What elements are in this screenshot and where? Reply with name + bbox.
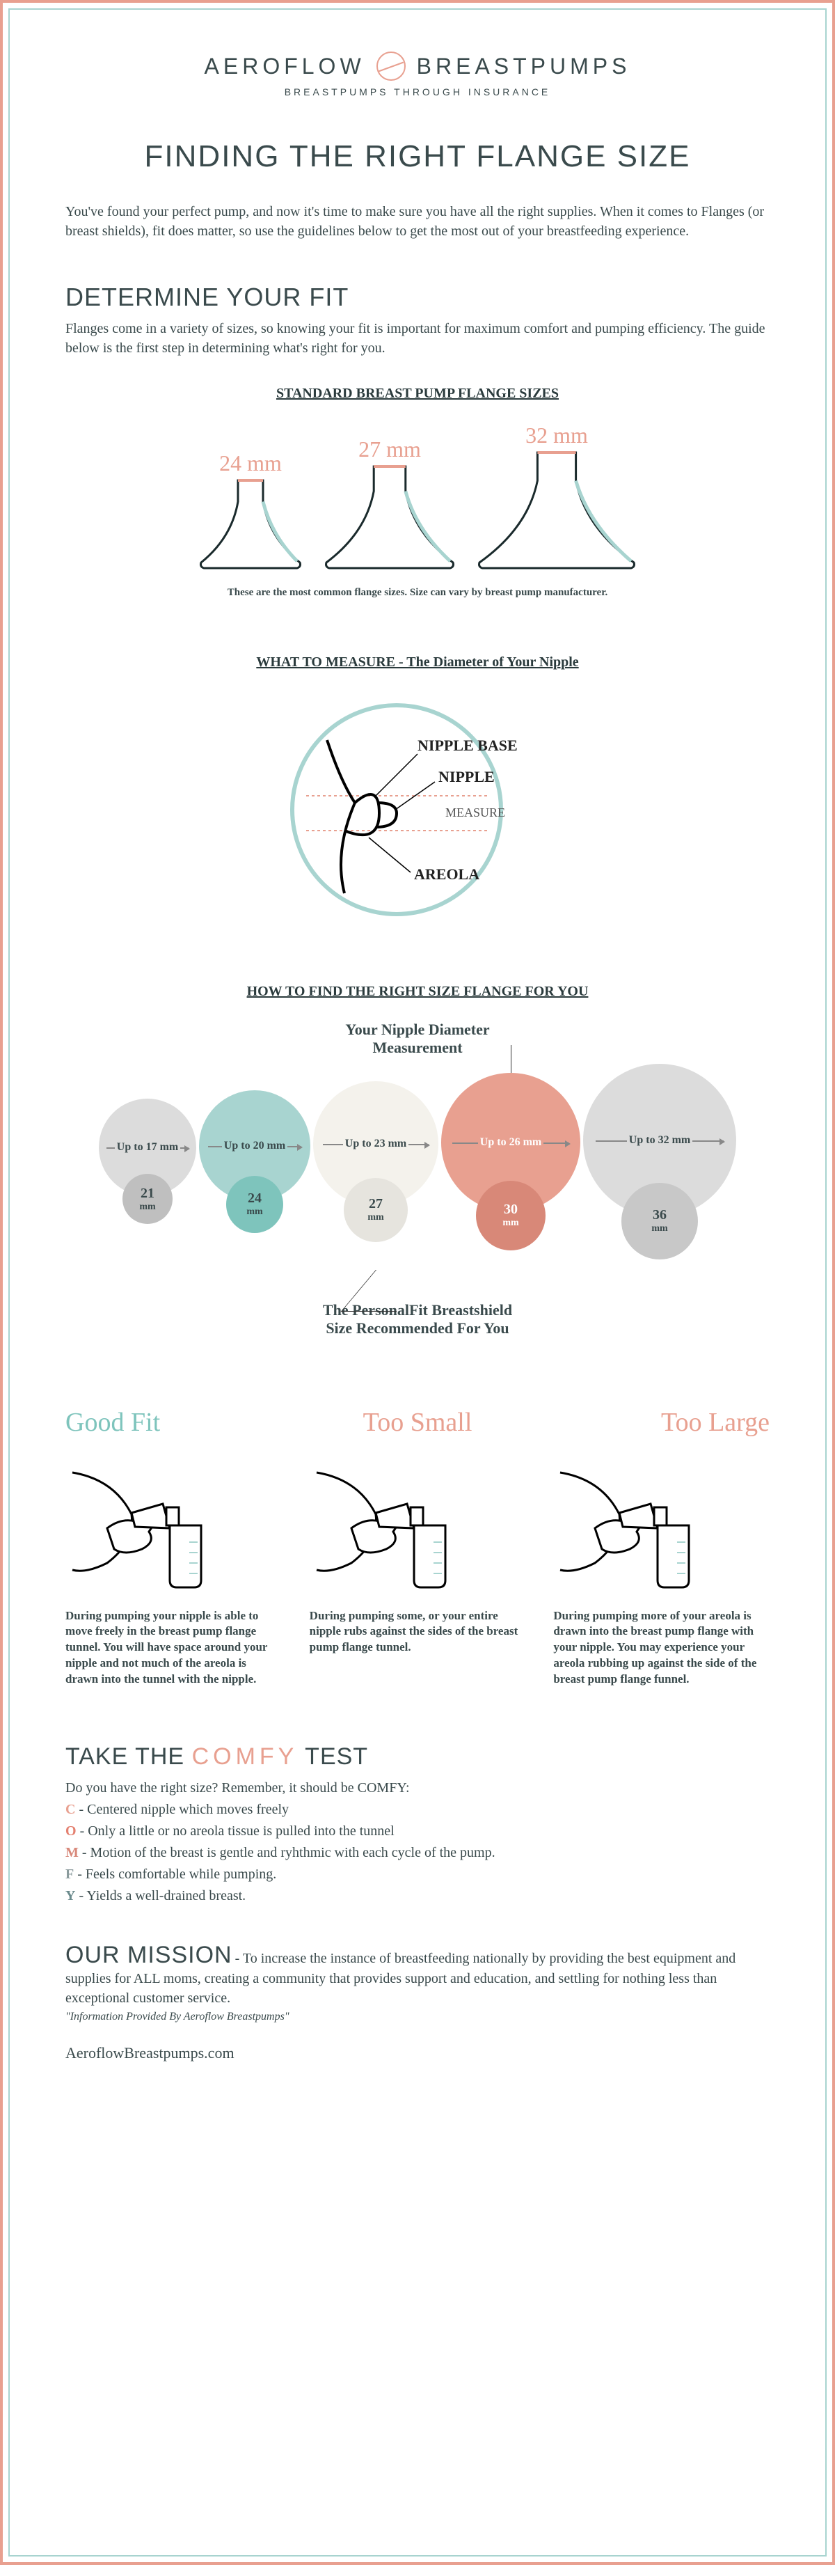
fit-heading: Too Large [553, 1407, 770, 1438]
logo: AEROFLOW BREASTPUMPS [65, 52, 770, 81]
recommended-size-circle: 27mm [344, 1178, 408, 1242]
size-column: Up to 26 mm30mm [441, 1073, 580, 1250]
flange-label: 32 mm [477, 423, 637, 448]
inner-border: AEROFLOW BREASTPUMPS BREASTPUMPS THROUGH… [8, 8, 827, 2557]
page-title: FINDING THE RIGHT FLANGE SIZE [65, 139, 770, 174]
label-measure: MEASURE [445, 806, 505, 819]
recommended-size-circle: 36mm [621, 1183, 698, 1259]
tagline: BREASTPUMPS THROUGH INSURANCE [65, 86, 770, 97]
pump-illustration [553, 1452, 770, 1594]
size-row: Up to 17 mm21mmUp to 20 mm24mmUp to 23 m… [65, 1064, 770, 1259]
comfy-item: M - Motion of the breast is gentle and r… [65, 1842, 770, 1864]
fit-description: During pumping your nipple is able to mo… [65, 1608, 282, 1688]
measure-heading: WHAT TO MEASURE - The Diameter of Your N… [65, 654, 770, 670]
flange-row: 24 mm 27 mm 32 mm [65, 423, 770, 573]
comfy-heading-post: TEST [298, 1743, 368, 1770]
flange-label: 24 mm [198, 450, 303, 476]
fit-heading: Too Small [310, 1407, 526, 1438]
fit-description: During pumping more of your areola is dr… [553, 1608, 770, 1688]
fit-column: Too Small During pumping some, or your e… [310, 1407, 526, 1688]
comfy-heading-word: COMFY [192, 1743, 299, 1770]
label-nipple-base: NIPPLE BASE [418, 737, 518, 754]
comfy-intro: Do you have the right size? Remember, it… [65, 1777, 770, 1799]
flange-note: These are the most common flange sizes. … [65, 587, 770, 599]
comfy-heading: TAKE THE COMFY TEST [65, 1743, 770, 1770]
attribution: "Information Provided By Aeroflow Breast… [65, 2011, 770, 2023]
flange-item: 24 mm [198, 450, 303, 573]
comfy-item: C - Centered nipple which moves freely [65, 1799, 770, 1821]
logo-text-right: BREASTPUMPS [417, 54, 631, 79]
sizeguide-top-label: Your Nipple Diameter Measurement [334, 1021, 501, 1057]
size-column: Up to 17 mm21mm [99, 1099, 196, 1224]
pump-illustration [65, 1452, 282, 1594]
size-column: Up to 20 mm24mm [199, 1090, 310, 1233]
comfy-heading-pre: TAKE THE [65, 1743, 192, 1770]
size-column: Up to 32 mm36mm [583, 1064, 736, 1259]
nipple-diagram: NIPPLE BASE NIPPLE MEASURE AREOLA [65, 691, 770, 928]
flange-icon [324, 465, 456, 573]
fit-column: Too Large During pumping more of your ar… [553, 1407, 770, 1688]
flange-item: 32 mm [477, 423, 637, 573]
logo-icon [376, 52, 406, 81]
sizeguide-heading: HOW TO FIND THE RIGHT SIZE FLANGE FOR YO… [65, 984, 770, 1000]
fit-heading: Good Fit [65, 1407, 282, 1438]
determine-heading: DETERMINE YOUR FIT [65, 283, 770, 312]
recommended-size-circle: 21mm [122, 1174, 173, 1224]
flange-icon [477, 451, 637, 573]
size-column: Up to 23 mm27mm [313, 1081, 438, 1242]
comfy-item: F - Feels comfortable while pumping. [65, 1864, 770, 1885]
standard-sizes-heading: STANDARD BREAST PUMP FLANGE SIZES [65, 386, 770, 402]
comfy-item: Y - Yields a well-drained breast. [65, 1885, 770, 1907]
label-nipple: NIPPLE [438, 768, 495, 785]
mission-block: OUR MISSION - To increase the instance o… [65, 1942, 770, 2023]
recommended-size-circle: 30mm [476, 1181, 546, 1250]
comfy-item: O - Only a little or no areola tissue is… [65, 1821, 770, 1842]
intro-text: You've found your perfect pump, and now … [65, 202, 770, 241]
flange-item: 27 mm [324, 437, 456, 573]
fit-row: Good Fit During pumping your nipple is a… [65, 1407, 770, 1688]
pump-illustration [310, 1452, 526, 1594]
flange-label: 27 mm [324, 437, 456, 462]
fit-column: Good Fit During pumping your nipple is a… [65, 1407, 282, 1688]
label-areola: AREOLA [414, 865, 479, 883]
header: AEROFLOW BREASTPUMPS BREASTPUMPS THROUGH… [65, 52, 770, 97]
footer-url: AeroflowBreastpumps.com [65, 2044, 770, 2062]
logo-text-left: AEROFLOW [205, 54, 365, 79]
determine-text: Flanges come in a variety of sizes, so k… [65, 319, 770, 358]
comfy-list: Do you have the right size? Remember, it… [65, 1777, 770, 1907]
mission-heading: OUR MISSION [65, 1942, 232, 1968]
recommended-size-circle: 24mm [226, 1176, 283, 1233]
outer-border: AEROFLOW BREASTPUMPS BREASTPUMPS THROUGH… [0, 0, 835, 2565]
fit-description: During pumping some, or your entire nipp… [310, 1608, 526, 1656]
flange-icon [198, 479, 303, 573]
